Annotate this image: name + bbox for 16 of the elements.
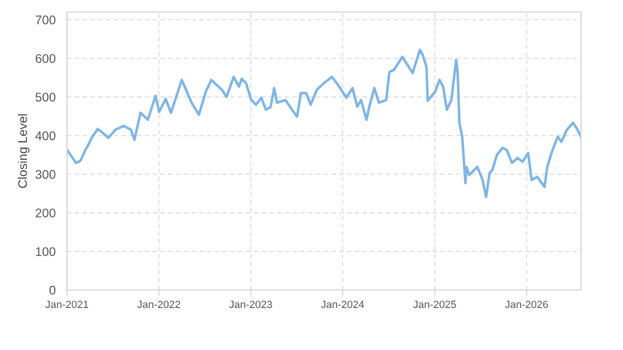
y-tick-label: 0: [49, 286, 56, 295]
line-series: [67, 48, 581, 198]
x-tick-label: Jan-2021: [45, 300, 88, 308]
y-tick-label: 600: [36, 54, 56, 63]
x-tick-label: Jan-2023: [229, 300, 272, 308]
y-tick-label: 100: [36, 247, 56, 256]
y-tick-label: 700: [36, 16, 56, 24]
x-tick-label: Jan-2022: [137, 300, 180, 308]
x-tick-label: Jan-2025: [413, 300, 456, 308]
y-axis-title: Closing Level: [18, 114, 30, 188]
y-tick-label: 300: [36, 170, 56, 179]
y-tick-label: 500: [36, 92, 56, 102]
y-tick-label: 200: [36, 208, 56, 218]
x-tick-label: Jan-2024: [321, 300, 364, 308]
x-tick-label: Jan-2026: [505, 300, 548, 308]
y-tick-label: 400: [35, 131, 56, 140]
